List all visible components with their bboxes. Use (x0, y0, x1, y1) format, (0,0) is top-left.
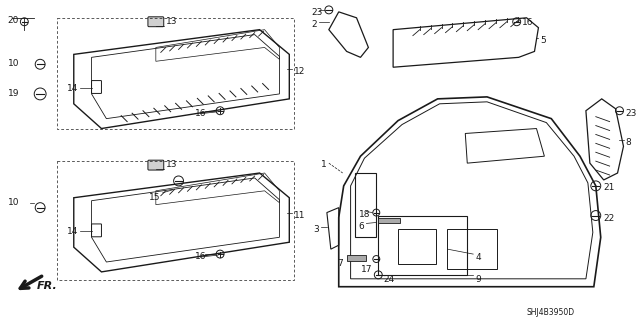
Text: 6: 6 (358, 222, 364, 232)
Text: 16: 16 (522, 18, 533, 27)
Bar (398, 229, 436, 264)
Text: 10: 10 (8, 59, 19, 68)
Bar (355, 173, 376, 237)
Text: 20: 20 (8, 16, 19, 25)
Text: 15: 15 (149, 193, 161, 202)
Text: 24: 24 (383, 275, 394, 284)
Bar (447, 229, 497, 269)
Text: 13: 13 (166, 160, 177, 169)
Text: 14: 14 (67, 84, 78, 93)
Bar (57, 161, 294, 280)
Text: 23: 23 (625, 109, 637, 118)
Text: 14: 14 (67, 227, 78, 236)
Text: 21: 21 (604, 183, 615, 192)
Text: 11: 11 (294, 211, 306, 219)
Text: 5: 5 (540, 36, 546, 45)
Text: 3: 3 (313, 226, 319, 234)
FancyBboxPatch shape (148, 17, 164, 27)
Text: 10: 10 (8, 198, 19, 207)
Bar (57, 18, 294, 129)
Text: 9: 9 (475, 275, 481, 284)
Text: 2: 2 (311, 20, 317, 29)
Bar (347, 255, 367, 261)
Text: FR.: FR. (37, 281, 58, 291)
Text: 8: 8 (625, 138, 631, 147)
Text: SHJ4B3950D: SHJ4B3950D (527, 308, 575, 317)
Text: 16: 16 (195, 252, 207, 261)
Text: 7: 7 (337, 259, 342, 268)
Text: 12: 12 (294, 67, 306, 76)
Bar (378, 218, 400, 223)
FancyBboxPatch shape (148, 160, 164, 170)
Text: 13: 13 (166, 17, 177, 26)
Text: 1: 1 (321, 160, 326, 169)
Text: 4: 4 (475, 253, 481, 262)
Text: 17: 17 (360, 265, 372, 274)
Text: 22: 22 (604, 213, 615, 223)
Text: 18: 18 (358, 210, 370, 219)
Text: 23: 23 (311, 8, 323, 17)
Text: 19: 19 (8, 89, 19, 98)
Text: 16: 16 (195, 109, 207, 118)
